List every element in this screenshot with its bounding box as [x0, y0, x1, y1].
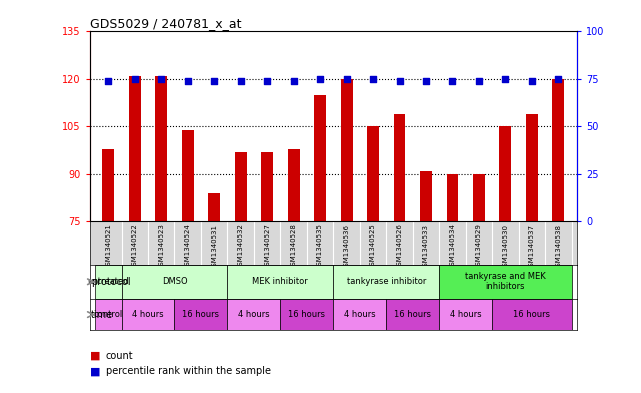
Point — [156, 76, 167, 82]
Point — [553, 76, 563, 82]
Point — [315, 76, 325, 82]
Bar — [473, 174, 485, 221]
Point — [500, 76, 510, 82]
Text: GSM1340522: GSM1340522 — [132, 224, 138, 270]
Point — [103, 78, 113, 84]
Bar — [155, 76, 167, 221]
Bar — [553, 79, 564, 221]
Bar — [333, 299, 387, 330]
Bar — [208, 193, 220, 221]
Bar — [103, 149, 114, 221]
Bar — [420, 171, 432, 221]
Bar — [288, 149, 299, 221]
Bar — [122, 299, 174, 330]
Text: 16 hours: 16 hours — [288, 310, 326, 319]
Text: percentile rank within the sample: percentile rank within the sample — [106, 366, 271, 376]
Text: protocol: protocol — [91, 277, 131, 287]
Text: 16 hours: 16 hours — [513, 310, 551, 319]
Text: 4 hours: 4 hours — [238, 310, 270, 319]
Text: GSM1340523: GSM1340523 — [158, 224, 164, 270]
Text: ■: ■ — [90, 366, 100, 376]
Text: GSM1340531: GSM1340531 — [211, 224, 217, 270]
Text: GSM1340527: GSM1340527 — [264, 224, 270, 270]
Text: 4 hours: 4 hours — [344, 310, 376, 319]
Text: GSM1340530: GSM1340530 — [503, 224, 508, 270]
Bar — [499, 127, 512, 221]
Text: ■: ■ — [90, 351, 100, 361]
Text: GSM1340529: GSM1340529 — [476, 224, 482, 270]
Text: 16 hours: 16 hours — [394, 310, 431, 319]
Bar — [492, 299, 572, 330]
Point — [129, 76, 140, 82]
Bar — [228, 299, 280, 330]
Text: GSM1340521: GSM1340521 — [105, 224, 112, 270]
Point — [368, 76, 378, 82]
Text: 4 hours: 4 hours — [132, 310, 164, 319]
Bar — [333, 264, 439, 299]
Bar — [261, 152, 273, 221]
Text: time: time — [91, 310, 113, 320]
Point — [262, 78, 272, 84]
Text: tankyrase and MEK
inhibitors: tankyrase and MEK inhibitors — [465, 272, 545, 292]
Text: MEK inhibitor: MEK inhibitor — [253, 277, 308, 286]
Text: 4 hours: 4 hours — [450, 310, 481, 319]
Text: GSM1340533: GSM1340533 — [423, 224, 429, 270]
Bar — [95, 264, 122, 299]
Text: GSM1340525: GSM1340525 — [370, 224, 376, 270]
Text: GSM1340538: GSM1340538 — [555, 224, 562, 270]
Bar — [447, 174, 458, 221]
Point — [394, 78, 404, 84]
Text: GSM1340537: GSM1340537 — [529, 224, 535, 270]
Text: tankyrase inhibitor: tankyrase inhibitor — [347, 277, 426, 286]
Text: GSM1340524: GSM1340524 — [185, 224, 191, 270]
Bar — [367, 127, 379, 221]
Point — [183, 78, 193, 84]
Bar — [439, 299, 492, 330]
Text: GSM1340532: GSM1340532 — [238, 224, 244, 270]
Bar — [174, 299, 228, 330]
Point — [342, 76, 352, 82]
Point — [235, 78, 246, 84]
Point — [421, 78, 431, 84]
Bar — [314, 95, 326, 221]
Bar — [95, 299, 122, 330]
Bar — [228, 264, 333, 299]
Point — [447, 78, 458, 84]
Point — [527, 78, 537, 84]
Text: untreated: untreated — [87, 277, 129, 286]
Bar — [122, 264, 228, 299]
Bar — [387, 299, 439, 330]
Text: GSM1340535: GSM1340535 — [317, 224, 323, 270]
Bar — [340, 79, 353, 221]
Text: 16 hours: 16 hours — [183, 310, 219, 319]
Bar — [526, 114, 538, 221]
Bar — [129, 76, 141, 221]
Bar — [394, 114, 406, 221]
Text: GSM1340526: GSM1340526 — [397, 224, 403, 270]
Bar — [280, 299, 333, 330]
Text: GSM1340528: GSM1340528 — [290, 224, 297, 270]
Point — [209, 78, 219, 84]
Bar — [235, 152, 247, 221]
Text: GSM1340534: GSM1340534 — [449, 224, 456, 270]
Text: control: control — [94, 310, 123, 319]
Bar — [439, 264, 572, 299]
Text: GDS5029 / 240781_x_at: GDS5029 / 240781_x_at — [90, 17, 241, 30]
Point — [474, 78, 484, 84]
Point — [288, 78, 299, 84]
Text: count: count — [106, 351, 133, 361]
Text: GSM1340536: GSM1340536 — [344, 224, 349, 270]
Bar — [182, 130, 194, 221]
Text: DMSO: DMSO — [162, 277, 187, 286]
